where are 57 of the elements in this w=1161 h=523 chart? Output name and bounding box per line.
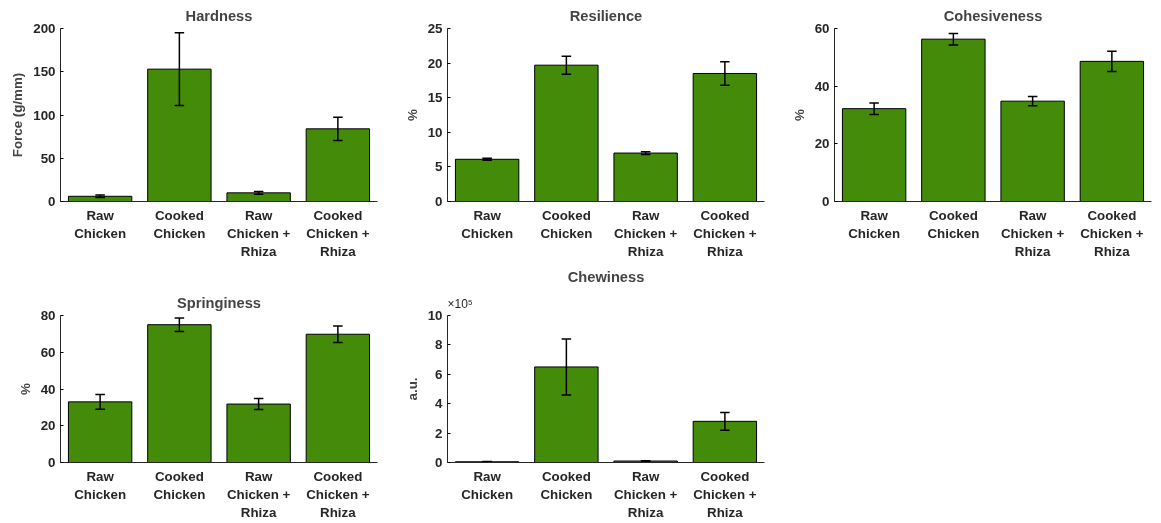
x-tick-label: Raw Chicken xyxy=(74,207,127,241)
x-tick-label: Cooked Chicken xyxy=(153,207,206,241)
y-tick-label: 0 xyxy=(48,194,56,209)
x-tick-label: Raw Chicken xyxy=(848,207,901,241)
y-tick-label: 100 xyxy=(33,107,56,123)
y-tick-label: 20 xyxy=(427,55,443,71)
y-tick-label: 2 xyxy=(435,425,443,441)
y-tick-label: 60 xyxy=(814,21,830,36)
x-tick-label: Cooked Chicken + Rhiza xyxy=(306,207,370,259)
x-tick-label: Cooked Chicken xyxy=(540,207,593,241)
chart-title: Springiness xyxy=(177,294,261,311)
chart-title: Resilience xyxy=(569,7,643,24)
y-tick-label: 80 xyxy=(40,308,56,323)
x-tick-label: Cooked Chicken + Rhiza xyxy=(693,207,757,259)
x-tick-label: Cooked Chicken xyxy=(540,468,593,502)
y-tick-label: 0 xyxy=(435,194,443,209)
y-tick-label: 8 xyxy=(435,337,443,353)
x-tick-label: Cooked Chicken + Rhiza xyxy=(693,468,757,520)
y-tick-label: 200 xyxy=(33,21,56,36)
y-axis-title: % xyxy=(404,108,420,121)
y-tick-label: 50 xyxy=(40,150,56,166)
chart-title: Hardness xyxy=(185,7,253,24)
y-tick-label: 20 xyxy=(40,418,56,434)
y-axis-title: % xyxy=(17,382,33,395)
y-tick-label: 0 xyxy=(435,455,443,470)
y-axis-title: a.u. xyxy=(404,377,420,401)
y-tick-label: 10 xyxy=(427,124,443,140)
y-tick-label: 0 xyxy=(48,455,56,470)
y-tick-label: 40 xyxy=(40,381,56,397)
y-tick-label: 60 xyxy=(40,344,56,360)
chart-title: Cohesiveness xyxy=(943,7,1043,24)
y-tick-label: 150 xyxy=(33,64,56,80)
y-tick-label: 5 xyxy=(435,159,444,175)
x-tick-label: Raw Chicken + Rhiza xyxy=(613,468,678,520)
x-tick-label: Cooked Chicken + Rhiza xyxy=(1080,207,1144,259)
y-tick-label: 6 xyxy=(435,366,443,382)
y-axis-title: % xyxy=(791,108,807,121)
x-tick-label: Cooked Chicken + Rhiza xyxy=(306,468,370,520)
y-tick-label: 15 xyxy=(427,90,444,106)
y-tick-label: 0 xyxy=(822,194,830,209)
y-tick-label: 25 xyxy=(427,21,444,36)
x-tick-label: Cooked Chicken xyxy=(927,207,980,241)
x-tick-label: Raw Chicken + Rhiza xyxy=(226,468,291,520)
x-tick-label: Raw Chicken xyxy=(461,468,514,502)
x-tick-label: Raw Chicken + Rhiza xyxy=(1000,207,1065,259)
y-tick-label: 4 xyxy=(435,396,444,412)
x-tick-label: Raw Chicken xyxy=(74,468,127,502)
x-tick-label: Cooked Chicken xyxy=(153,468,206,502)
y-tick-label: 10 xyxy=(427,308,443,323)
y-tick-label: 20 xyxy=(814,136,830,152)
y-tick-label: 40 xyxy=(814,78,830,94)
x-tick-label: Raw Chicken + Rhiza xyxy=(613,207,678,259)
chart-title: Chewiness xyxy=(567,268,645,285)
text: ×10⁵ xyxy=(447,296,473,311)
y-axis-title: Force (g/mm) xyxy=(10,72,26,158)
x-tick-label: Raw Chicken xyxy=(461,207,514,241)
x-tick-label: Raw Chicken + Rhiza xyxy=(226,207,291,259)
